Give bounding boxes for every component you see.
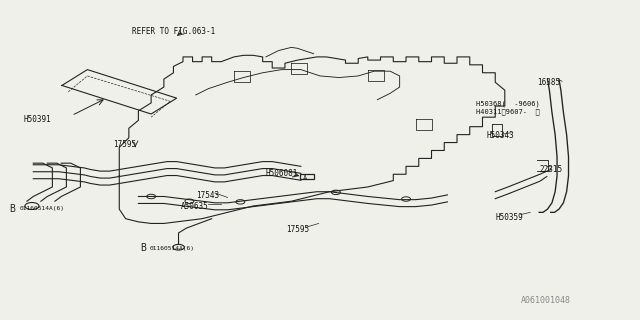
Text: B: B xyxy=(10,204,15,214)
Text: H50359: H50359 xyxy=(495,213,523,222)
Bar xyxy=(300,174,314,179)
Text: A: A xyxy=(303,175,307,181)
Text: 17595: 17595 xyxy=(286,225,309,234)
Text: B: B xyxy=(140,244,146,253)
Text: H506081: H506081 xyxy=(266,169,298,178)
Text: H40311（9607-  ）: H40311（9607- ） xyxy=(476,108,540,115)
Text: H50391: H50391 xyxy=(24,115,51,124)
Text: A061001048: A061001048 xyxy=(521,296,571,305)
Text: 01160514A(6): 01160514A(6) xyxy=(19,206,64,211)
Text: H50368(  -9606): H50368( -9606) xyxy=(476,100,540,107)
Text: A50635: A50635 xyxy=(181,202,209,211)
Text: 16385: 16385 xyxy=(537,78,560,87)
Text: REFER TO FIG.063-1: REFER TO FIG.063-1 xyxy=(132,28,215,36)
Text: 01160514A(6): 01160514A(6) xyxy=(150,246,195,251)
Text: 22315: 22315 xyxy=(540,165,563,174)
Text: H50343: H50343 xyxy=(487,131,515,140)
Text: 17543: 17543 xyxy=(196,191,219,200)
Text: 17595: 17595 xyxy=(113,140,136,149)
